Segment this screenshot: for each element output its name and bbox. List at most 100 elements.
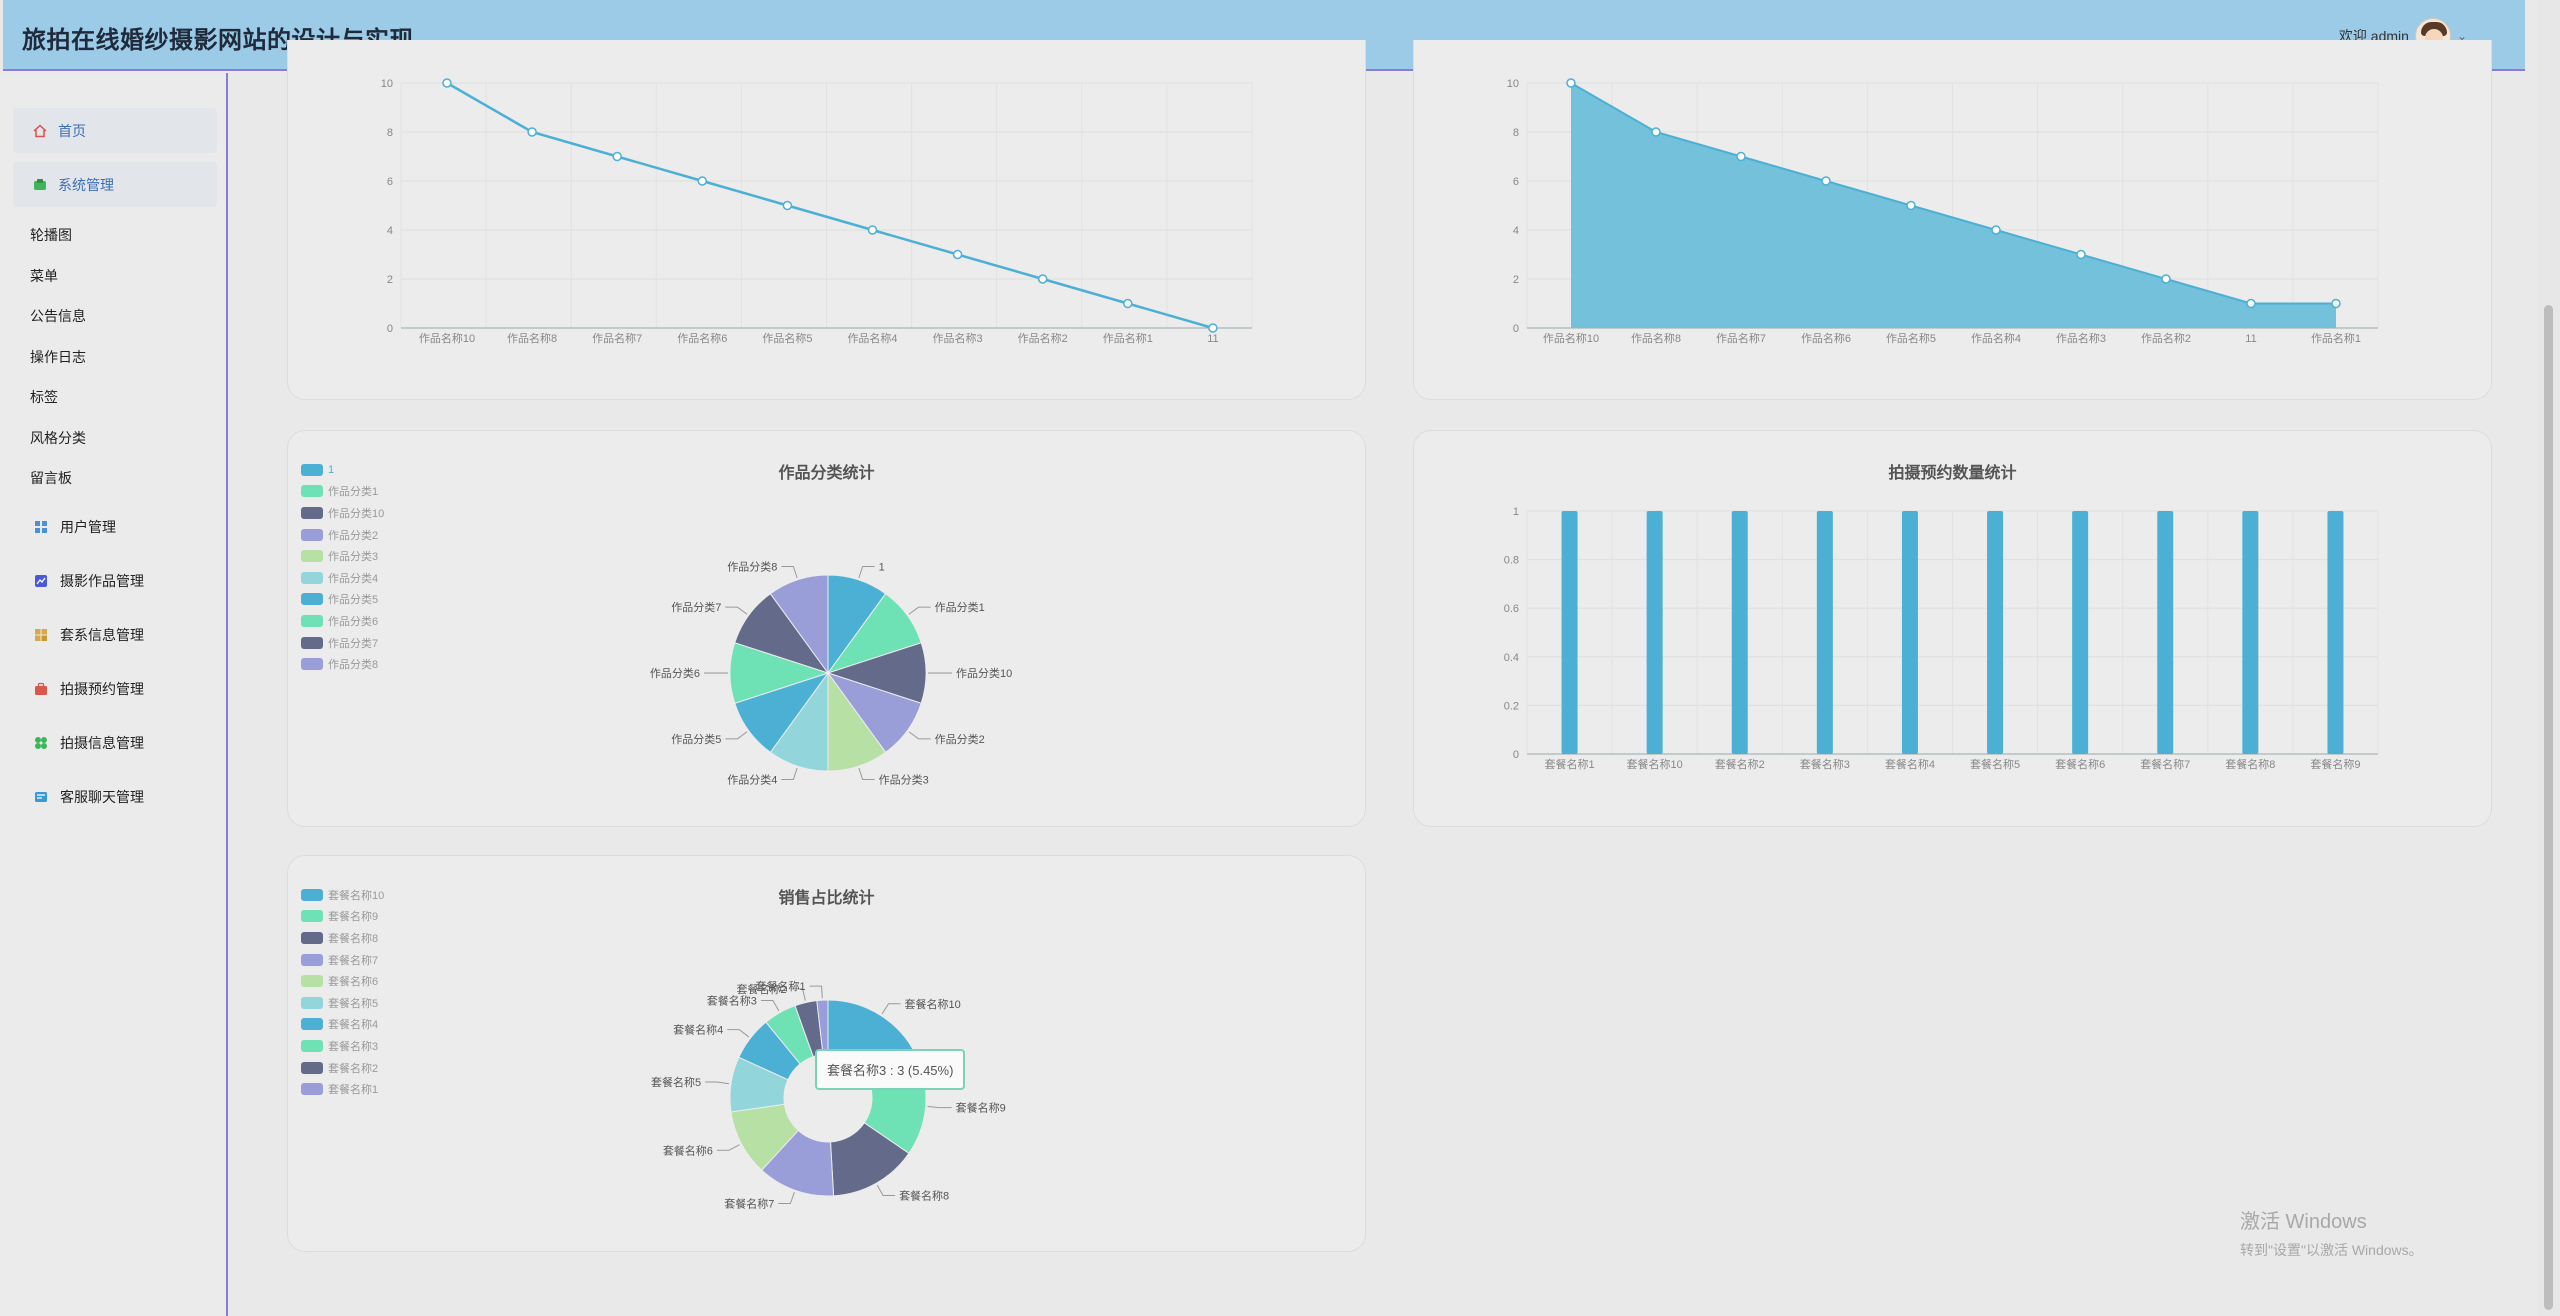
x-tick-label: 作品名称2 [2141,331,2191,345]
legend-item[interactable]: 套餐名称8 [301,927,384,949]
scrollbar-thumb[interactable] [2544,305,2553,1310]
label-leader [927,1106,952,1109]
sidebar-subitem[interactable]: 风格分类 [30,430,86,446]
legend-swatch [301,593,323,606]
label-leader [881,1003,901,1015]
legend-swatch [301,485,323,498]
y-tick-label: 10 [1507,78,1519,90]
legend-item[interactable]: 作品分类4 [301,567,384,589]
label-leader [727,1029,750,1038]
data-point [1906,200,1916,211]
sidebar-subitem[interactable]: 公告信息 [30,308,86,324]
watermark-line1: 激活 Windows [2240,1211,2367,1233]
legend-swatch [301,975,323,988]
clover-icon [35,737,47,749]
sidebar-item-users[interactable]: 用户管理 [34,517,116,537]
data-point [2161,274,2171,284]
legend-item[interactable]: 套餐名称3 [301,1035,384,1057]
page-scrollbar[interactable] [2537,0,2560,1316]
x-tick-label: 作品名称5 [762,331,812,345]
sidebar-item-system[interactable]: 系统管理 [13,162,217,207]
x-tick-label: 作品名称8 [1631,331,1681,345]
x-tick-label: 作品名称7 [592,331,642,345]
legend-label: 套餐名称8 [328,932,379,945]
chart-legend: 套餐名称10 套餐名称9 套餐名称8 套餐名称7 套餐名称6 套餐名称5 套餐名称4 套餐名称… [301,884,384,1100]
legend-label: 套餐名称7 [328,954,379,967]
legend-item[interactable]: 作品分类5 [301,589,384,611]
sidebar-item-photos[interactable]: 摄影作品管理 [34,571,144,591]
y-tick-label: 2 [387,274,393,286]
y-tick-label: 0 [1513,749,1519,761]
donut-chart: 套餐名称10 套餐名称9 套餐名称8 套餐名称7 套餐名称6 套餐名称5 套餐名称4 套餐名称… [651,979,1006,1210]
legend-item[interactable]: 作品分类8 [301,653,384,675]
legend-item[interactable]: 套餐名称10 [301,884,384,906]
slice-label: 套餐名称9 [956,1101,1006,1115]
legend-item[interactable]: 套餐名称7 [301,949,384,971]
data-point [1123,298,1133,309]
sidebar-subitem[interactable]: 菜单 [30,268,58,284]
sidebar-subitem[interactable]: 轮播图 [30,227,72,243]
sidebar-item-chat[interactable]: 客服聊天管理 [34,787,144,807]
data-point [2246,298,2256,309]
sidebar-item-shooting-info[interactable]: 拍摄信息管理 [34,733,144,753]
sidebar-item-label: 套系信息管理 [60,627,144,643]
sidebar-item-packages[interactable]: 套系信息管理 [34,625,144,645]
user-grid-icon [35,521,47,533]
x-tick-label: 套餐名称4 [1885,757,1935,771]
data-point [2076,249,2086,260]
data-point [1566,78,1576,88]
legend-item[interactable]: 作品分类1 [301,481,384,503]
legend-item[interactable]: 作品分类6 [301,610,384,632]
slice-label: 套餐名称10 [905,997,961,1011]
pie-chart: 1 作品分类1 作品分类10 作品分类2 作品分类3 作品分类4 作品分类5 作品分类6 作品分… [650,559,1012,786]
label-leader [908,606,931,615]
slice-label: 套餐名称4 [673,1023,723,1037]
legend-item[interactable]: 作品分类7 [301,632,384,654]
legend-item[interactable]: 套餐名称5 [301,992,384,1014]
legend-item[interactable]: 套餐名称6 [301,970,384,992]
chevron-down-icon[interactable]: ⌄ [2456,29,2467,43]
sidebar-subitem[interactable]: 留言板 [30,470,72,486]
legend-item[interactable]: 套餐名称9 [301,906,384,928]
x-tick-label: 作品名称5 [1886,331,1936,345]
chart-tooltip: 套餐名称3 : 3 (5.45%) [815,1049,966,1090]
slice-label: 作品分类8 [727,559,777,573]
line-chart-panel: 0 2 4 6 8 10 作品名称10 作品名称8 作品名称7 作品名称6 作品名称5 作品名称4 作品… [287,40,1366,400]
system-icon [34,178,46,190]
data-point [1821,176,1831,186]
y-tick-label: 2 [1513,274,1519,286]
legend-item[interactable]: 套餐名称4 [301,1014,384,1036]
line-chart: 0 2 4 6 8 10 作品名称10 作品名称8 作品名称7 作品名称6 作品名称5 作品名称4 作品… [381,78,1253,345]
legend-item[interactable]: 套餐名称2 [301,1057,384,1079]
x-tick-label: 作品名称4 [847,331,897,345]
x-tick-label: 套餐名称1 [1544,757,1594,771]
category-pie-panel: 作品分类统计 1 作品分类1 作品分类10 作品分类2 作品分类3 作品分类4 作品分类5 作… [287,430,1366,827]
sidebar-subitem[interactable]: 操作日志 [30,349,86,365]
x-tick-label: 作品名称3 [933,331,983,345]
slice-label: 套餐名称3 [707,993,757,1007]
legend-label: 套餐名称6 [328,976,379,989]
watermark-line2: 转到"设置"以激活 Windows。 [2240,1242,2423,1258]
legend-label: 套餐名称5 [328,997,379,1010]
sidebar-item-home[interactable]: 首页 [13,108,217,153]
label-leader [876,1184,896,1197]
legend-item[interactable]: 作品分类10 [301,502,384,524]
slice-label: 套餐名称7 [724,1196,774,1210]
legend-label: 套餐名称9 [328,911,379,924]
data-point [1037,274,1048,284]
bar [1816,511,1833,754]
legend-item[interactable]: 套餐名称1 [301,1078,384,1100]
slice-label: 套餐名称5 [651,1075,701,1089]
sidebar-subitem[interactable]: 标签 [30,389,58,405]
legend-item[interactable]: 作品分类3 [301,545,384,567]
legend-item[interactable]: 1 [301,459,384,481]
x-tick-label: 作品名称6 [1801,331,1851,345]
legend-label: 作品分类10 [328,507,385,520]
chart-title: 拍摄预约数量统计 [1888,465,2017,482]
legend-label: 套餐名称2 [328,1062,379,1075]
legend-item[interactable]: 作品分类2 [301,524,384,546]
legend-label: 1 [328,463,335,476]
windows-activation-watermark: 激活 Windows 转到"设置"以激活 Windows。 [2240,1205,2423,1260]
sidebar-item-appointments[interactable]: 拍摄预约管理 [34,679,144,699]
y-tick-label: 1 [1513,506,1519,518]
